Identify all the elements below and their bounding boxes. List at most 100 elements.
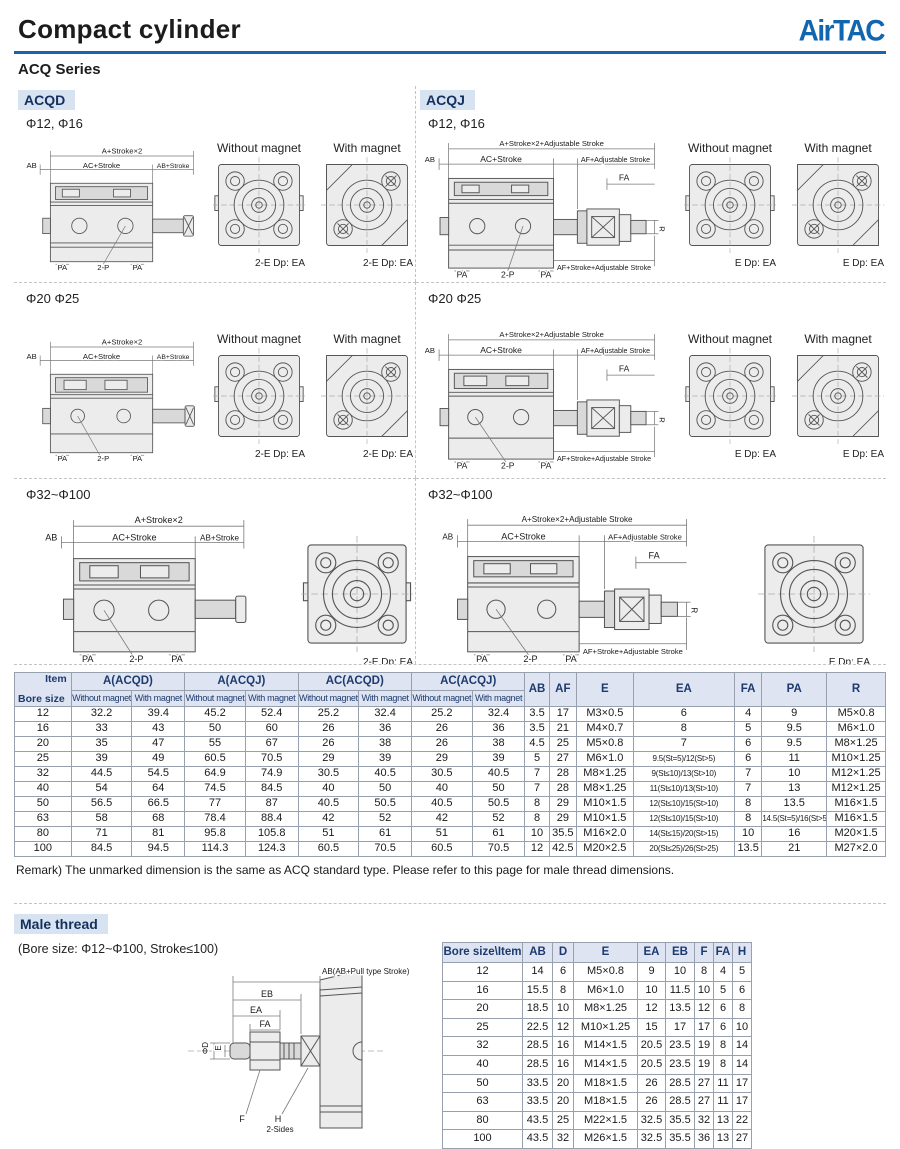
dim-af-stroke-adj: AF+Stroke+Adjustable Stroke bbox=[557, 264, 651, 272]
table-cell: 4.5 bbox=[524, 736, 550, 752]
subcol-with-magnet: With magnet bbox=[131, 690, 186, 707]
table-cell: 19 bbox=[694, 1036, 714, 1056]
table-cell: M3×0.5 bbox=[576, 706, 634, 722]
table-cell: 39.4 bbox=[131, 706, 186, 722]
table-cell: 14.5(St=5)/16(St>5) bbox=[761, 811, 828, 827]
without-magnet-caption: Without magnet bbox=[216, 332, 302, 346]
table-cell: 114.3 bbox=[184, 841, 246, 857]
dim-ab: AB bbox=[27, 161, 37, 170]
table-cell: 9 bbox=[637, 962, 666, 982]
table-cell: 40.5 bbox=[358, 766, 412, 782]
airtac-logo: AirTAC bbox=[798, 14, 886, 47]
table-cell: 70.5 bbox=[244, 751, 299, 767]
front-view-with-magnet: With magnet E Dp: EA bbox=[792, 324, 884, 460]
table-cell: 11 bbox=[713, 1092, 733, 1112]
port-label: E Dp: EA bbox=[842, 449, 884, 460]
acqj-20-25-drawings: A+Stroke×2+Adjustable Stroke AB AC+Strok… bbox=[420, 324, 884, 474]
table-cell: 49 bbox=[131, 751, 186, 767]
table-cell: 33.5 bbox=[522, 1073, 553, 1094]
table-cell: 35.5 bbox=[665, 1129, 695, 1149]
dim-ab-stroke: AB+Stroke bbox=[157, 163, 190, 170]
table-cell: M12×1.25 bbox=[826, 766, 886, 782]
table-cell: 32 bbox=[442, 1036, 523, 1056]
dim-ab-stroke: AB+Stroke bbox=[157, 354, 190, 361]
table-cell: 25 bbox=[552, 1110, 574, 1131]
table-cell: 20(St≤25)/26(St>25) bbox=[632, 841, 735, 857]
dimension-table: Item Bore size A(ACQD) A(ACQJ) AC(ACQD) … bbox=[14, 672, 886, 857]
table-row: 63 58 68 78.4 88.4 42 52 42 52 8 29 M10×1.5 12(St≤10… bbox=[14, 811, 886, 827]
table-row: 63 33.5 20 M18×1.5 26 28.5 27 11 17 bbox=[442, 1092, 752, 1112]
male-thread-subtitle: (Bore size: Φ12~Φ100, Stroke≤100) bbox=[18, 942, 219, 956]
dimension-table-head: Item Bore size A(ACQD) A(ACQJ) AC(ACQD) … bbox=[14, 672, 886, 707]
table-cell: 47 bbox=[131, 736, 186, 752]
table-cell: 42 bbox=[297, 811, 360, 827]
dim-ac-stroke: AC+Stroke bbox=[112, 532, 156, 542]
table-cell: 6 bbox=[733, 736, 763, 752]
table-cell: 32.4 bbox=[471, 706, 526, 722]
table-cell: 64 bbox=[131, 781, 186, 797]
table-cell: 45.2 bbox=[184, 706, 246, 722]
dim-a-stroke2-adj: A+Stroke×2+Adjustable Stroke bbox=[499, 139, 603, 148]
dim-pa: PA bbox=[457, 270, 468, 280]
with-magnet-caption: With magnet bbox=[804, 332, 872, 346]
dim-pa: PA bbox=[457, 461, 468, 471]
table-cell: 54 bbox=[70, 781, 133, 797]
table-header-cell: F bbox=[694, 942, 714, 963]
table-cell: 17 bbox=[732, 1073, 752, 1094]
table-cell: 8 bbox=[694, 962, 714, 982]
table-cell: M20×2.5 bbox=[576, 841, 634, 857]
table-cell: 7 bbox=[524, 766, 550, 782]
dim-ab-stroke: AB+Stroke bbox=[200, 533, 239, 542]
table-cell: 32.2 bbox=[70, 706, 133, 722]
table-cell: 26 bbox=[637, 1073, 666, 1094]
table-cell: 60.5 bbox=[410, 841, 473, 857]
table-cell: 10 bbox=[665, 962, 695, 982]
table-cell: 50.5 bbox=[358, 796, 412, 812]
dim-e: E bbox=[214, 1045, 223, 1050]
table-cell: 16 bbox=[442, 980, 523, 1001]
table-cell: 67 bbox=[244, 736, 299, 752]
section-divider bbox=[14, 903, 886, 904]
table-header-cell: D bbox=[552, 942, 574, 963]
table-row: 100 43.5 32 M26×1.5 32.5 35.5 36 13 27 bbox=[442, 1129, 752, 1149]
front-view: 2-E Dp: EA bbox=[301, 536, 413, 664]
table-cell: 17 bbox=[694, 1017, 714, 1038]
table-cell: 26 bbox=[410, 721, 473, 737]
table-cell: 13.5 bbox=[733, 841, 763, 857]
table-cell: 94.5 bbox=[131, 841, 186, 857]
dim-ea: EA bbox=[250, 1005, 262, 1015]
table-cell: 6 bbox=[733, 751, 763, 767]
table-header-cell: EA bbox=[637, 942, 666, 963]
acqj-12-16-drawings: A+Stroke×2+Adjustable Stroke AB AC+Strok… bbox=[420, 133, 884, 282]
table-cell: 20 bbox=[552, 1092, 574, 1112]
dim-pa: PA bbox=[133, 263, 144, 272]
table-cell: 11.5 bbox=[665, 980, 695, 1001]
table-cell: 6 bbox=[632, 706, 735, 722]
table-cell: 10 bbox=[733, 826, 763, 842]
dim-ac-stroke: AC+Stroke bbox=[83, 161, 120, 170]
table-cell: 51 bbox=[297, 826, 360, 842]
dim-pa: PA bbox=[171, 654, 183, 664]
remark-text: Remark) The unmarked dimension is the sa… bbox=[16, 863, 675, 877]
col-pa: PA bbox=[761, 672, 828, 707]
table-cell: M27×2.0 bbox=[826, 841, 886, 857]
table-row: 50 33.5 20 M18×1.5 26 28.5 27 11 17 bbox=[442, 1073, 752, 1094]
table-cell: 39 bbox=[70, 751, 133, 767]
table-cell: 26 bbox=[410, 736, 473, 752]
table-cell: M8×1.25 bbox=[573, 999, 638, 1019]
front-view-with-magnet: With magnet E Dp: EA bbox=[792, 133, 884, 269]
male-thread-section: Male thread bbox=[14, 914, 886, 936]
table-cell: 40.5 bbox=[297, 796, 360, 812]
table-cell: 16 bbox=[14, 721, 72, 737]
table-cell: 32.5 bbox=[637, 1110, 666, 1131]
col-e: E bbox=[576, 672, 634, 707]
table-cell: 12 bbox=[442, 962, 523, 982]
side-view-drawing: A+Stroke×2 AB AC+Stroke AB+Stroke PA 2-P… bbox=[44, 514, 247, 664]
col-group-a-acqd: A(ACQD) bbox=[70, 672, 186, 691]
table-cell: 7 bbox=[733, 766, 763, 782]
table-header-cell: EB bbox=[665, 942, 695, 963]
table-cell: 8 bbox=[733, 811, 763, 827]
acqd-32-100-cell: Φ32~Φ100 A+Stroke×2 A bbox=[14, 478, 416, 664]
port-label: 2-E Dp: EA bbox=[254, 258, 305, 269]
table-cell: 14(St≤15)/20(St>15) bbox=[632, 826, 735, 842]
